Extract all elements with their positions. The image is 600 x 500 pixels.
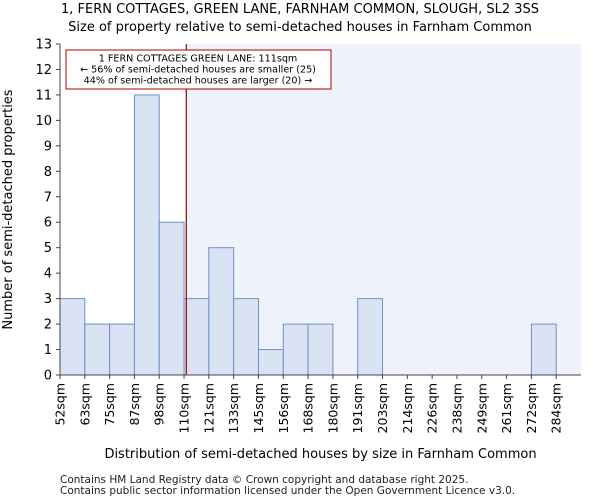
bar-145sqm [257, 349, 284, 376]
y-tick-label: 7 [44, 190, 52, 205]
x-tick-label: 98sqm [152, 383, 167, 426]
bar-133sqm [233, 298, 259, 376]
x-tick-label: 284sqm [549, 383, 564, 433]
x-tick-label: 238sqm [449, 383, 464, 433]
axes [59, 44, 581, 376]
annotation-line-1: 1 FERN COTTAGES GREEN LANE: 111sqm [99, 54, 298, 65]
bar-121sqm [208, 247, 235, 376]
bar-272sqm [530, 323, 557, 376]
y-axis-label: Number of semi-detached properties [1, 89, 16, 329]
x-tick-label: 110sqm [177, 383, 192, 433]
annotation-border [65, 49, 332, 90]
x-tick-label: 180sqm [325, 383, 340, 433]
y-tick-label: 1 [44, 343, 52, 358]
y-tick-label: 3 [44, 292, 52, 307]
chart-title: 1, FERN COTTAGES, GREEN LANE, FARNHAM CO… [60, 2, 540, 17]
x-tick-label: 75sqm [102, 383, 117, 426]
x-tick-label: 214sqm [400, 383, 415, 433]
x-axis-label: Distribution of semi-detached houses by … [104, 447, 536, 462]
x-tick-label: 121sqm [201, 383, 216, 433]
x-tick-label: 145sqm [251, 383, 266, 433]
bar-168sqm [307, 323, 334, 376]
y-tick-label: 9 [44, 139, 52, 154]
x-tick-label: 52sqm [53, 383, 68, 426]
annotation-box: 1 FERN COTTAGES GREEN LANE: 111sqm ← 56%… [65, 49, 332, 90]
bar-75sqm [109, 323, 135, 376]
x-tick-label: 249sqm [474, 383, 489, 433]
x-tick-label: 87sqm [127, 383, 142, 426]
bar-87sqm [133, 94, 160, 376]
annotation-line-2: ← 56% of semi-detached houses are smalle… [80, 65, 316, 76]
y-tick-label: 10 [35, 114, 52, 129]
x-tick-label: 63sqm [77, 383, 92, 426]
y-tick-label: 6 [44, 216, 52, 231]
bar-191sqm [357, 298, 384, 376]
x-tick-label: 168sqm [301, 383, 316, 433]
y-tick-label: 12 [35, 63, 52, 78]
x-tick-label: 133sqm [226, 383, 241, 433]
y-tick-label: 5 [44, 241, 52, 256]
y-tick-label: 2 [44, 318, 52, 333]
y-tick-label: 11 [35, 88, 52, 103]
bar-98sqm [158, 221, 185, 376]
x-tick-label: 272sqm [524, 383, 539, 433]
x-tick-label: 261sqm [499, 383, 514, 433]
bar-52sqm [59, 298, 86, 376]
x-tick-label: 156sqm [276, 383, 291, 433]
footer-licence: Contains public sector information licen… [60, 485, 516, 497]
y-tick-label: 4 [44, 267, 52, 282]
x-tick-label: 191sqm [350, 383, 365, 433]
x-ticks: 52sqm 63sqm 75sqm 87sqm 98sqm 110sqm 121sqm 133… [53, 375, 564, 433]
y-tick-label: 0 [44, 369, 52, 384]
chart-subtitle: Size of property relative to semi-detach… [68, 20, 532, 35]
bars [59, 94, 557, 376]
bar-63sqm [84, 323, 111, 376]
footer-copyright: Contains HM Land Registry data © Crown c… [60, 474, 469, 486]
y-tick-label: 13 [35, 38, 52, 53]
x-tick-label: 203sqm [375, 383, 390, 433]
y-tick-label: 8 [44, 165, 52, 180]
bar-110sqm [183, 298, 210, 376]
annotation-line-3: 44% of semi-detached houses are larger (… [84, 76, 313, 87]
x-tick-label: 226sqm [425, 383, 440, 433]
bar-156sqm [282, 323, 309, 376]
